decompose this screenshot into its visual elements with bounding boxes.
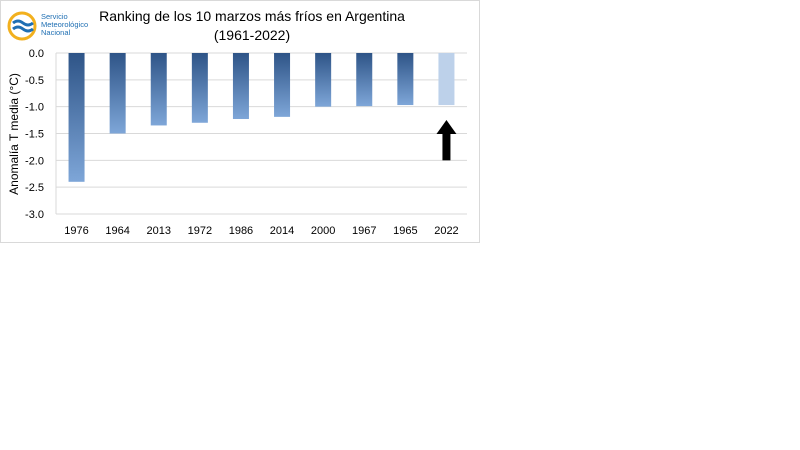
bars xyxy=(68,53,455,182)
x-tick-label: 1967 xyxy=(352,225,376,237)
y-tick-label: -0.5 xyxy=(25,75,44,87)
y-tick-label: -2.5 xyxy=(25,182,44,194)
x-tick-label: 2000 xyxy=(311,225,335,237)
chart-title: Ranking de los 10 marzos más fríos en Ar… xyxy=(97,7,407,45)
y-tick-label: 0.0 xyxy=(29,48,44,60)
x-tick-label: 2013 xyxy=(147,225,171,237)
bar-1964 xyxy=(109,53,126,134)
y-tick-label: -1.5 xyxy=(25,129,44,141)
logo-line-1: Servicio xyxy=(41,12,68,21)
x-tick-label: 1972 xyxy=(188,225,212,237)
logo-line-2: Meteorológico xyxy=(41,20,89,29)
bar-2022 xyxy=(438,53,455,106)
bar-2014 xyxy=(274,53,291,117)
x-tick-label: 1976 xyxy=(64,225,88,237)
bar-chart: 0.0 -0.5 -1.0 -1.5 -2.0 -2.5 -3.0 1976 1964 2013… xyxy=(7,48,467,237)
bar-1976 xyxy=(68,53,85,182)
smn-logo-icon xyxy=(7,11,37,41)
x-tick-labels: 1976 1964 2013 1972 1986 2014 2000 1967 1965 2022 xyxy=(64,225,458,237)
logo-text: Servicio Meteorológico Nacional xyxy=(41,13,88,37)
y-axis-label: Anomalía T media (°C) xyxy=(7,73,21,195)
bar-1967 xyxy=(356,53,373,107)
chart-subtitle: (1961-2022) xyxy=(213,27,291,43)
x-tick-label: 2014 xyxy=(270,225,294,237)
x-tick-label: 2022 xyxy=(434,225,458,237)
highlight-arrow xyxy=(436,120,457,161)
bar-1972 xyxy=(191,53,208,123)
y-tick-labels: 0.0 -0.5 -1.0 -1.5 -2.0 -2.5 -3.0 xyxy=(25,48,44,221)
bar-2000 xyxy=(315,53,332,107)
chart-frame: Servicio Meteorológico Nacional Ranking … xyxy=(0,0,480,243)
bar-1965 xyxy=(397,53,414,106)
bar-2013 xyxy=(150,53,167,126)
x-tick-label: 1986 xyxy=(229,225,253,237)
y-tick-label: -2.0 xyxy=(25,155,44,167)
x-tick-label: 1965 xyxy=(393,225,417,237)
logo-line-3: Nacional xyxy=(41,28,71,37)
y-tick-label: -3.0 xyxy=(25,209,44,221)
x-tick-label: 1964 xyxy=(105,225,129,237)
smn-logo: Servicio Meteorológico Nacional xyxy=(7,9,107,41)
y-tick-label: -1.0 xyxy=(25,102,44,114)
arrow-head xyxy=(436,120,457,135)
bar-1986 xyxy=(232,53,249,120)
arrow-shaft xyxy=(442,133,451,161)
chart-title-main: Ranking de los 10 marzos más fríos en Ar… xyxy=(99,8,405,24)
